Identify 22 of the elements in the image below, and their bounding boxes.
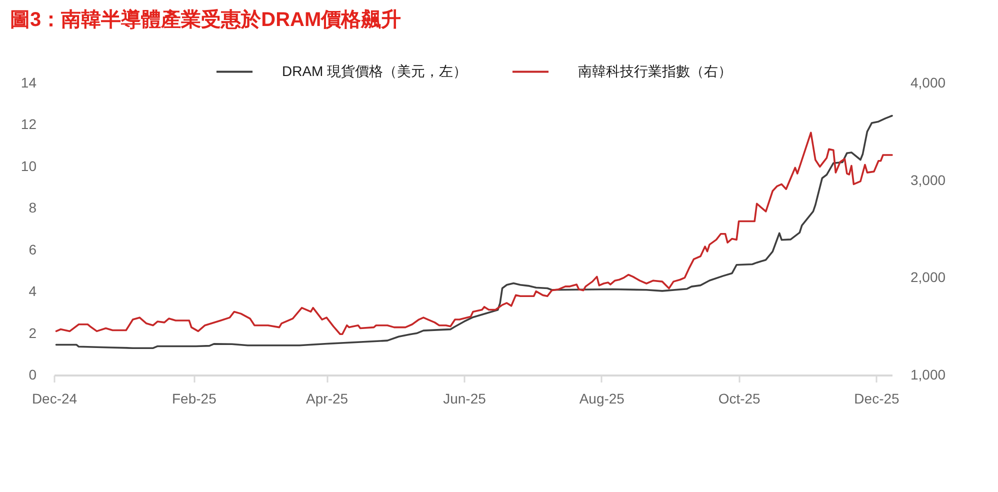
y-tick-label: 8 [28, 200, 37, 216]
x-tick-label: Apr-25 [306, 390, 348, 406]
y2-tick-label: 3,000 [910, 172, 946, 188]
y-tick-label: 14 [20, 74, 37, 90]
chart-title: 圖3：南韓半導體產業受惠於DRAM價格飆升 [10, 8, 402, 31]
y-tick-label: 0 [28, 366, 37, 382]
y2-tick-label: 4,000 [910, 74, 946, 90]
legend-label: 南韓科技行業指數（右） [578, 62, 732, 79]
y-tick-label: 12 [20, 116, 37, 132]
y-tick-label: 6 [28, 241, 37, 258]
y2-tick-label: 1,000 [910, 366, 946, 382]
y-tick-label: 10 [20, 158, 37, 174]
x-tick-label: Dec-25 [854, 390, 900, 406]
y-tick-label: 4 [28, 283, 37, 300]
x-tick-label: Feb-25 [172, 390, 217, 406]
x-tick-label: Oct-25 [718, 390, 761, 406]
x-tick-label: Aug-25 [579, 390, 625, 406]
legend-label: DRAM 現貨價格（美元，左） [282, 62, 468, 79]
x-tick-label: Dec-24 [32, 390, 78, 406]
y2-tick-label: 2,000 [910, 269, 946, 286]
y-tick-label: 2 [28, 324, 37, 341]
x-tick-label: Jun-25 [443, 390, 486, 406]
